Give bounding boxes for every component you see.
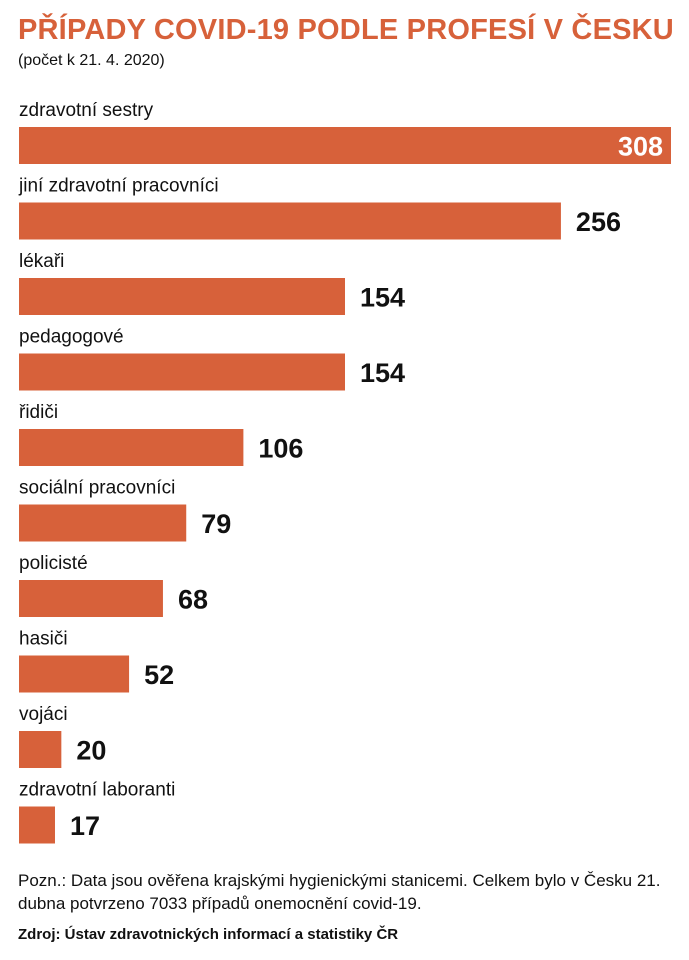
bar [19, 806, 55, 844]
bar [19, 655, 130, 693]
value-label: 154 [360, 283, 405, 313]
bar [19, 278, 345, 315]
bar-chart: zdravotní sestry 308 jiní zdravotní pracov… [18, 100, 671, 844]
value-label: 20 [76, 736, 106, 766]
category-label: sociální pracovníci [19, 478, 175, 499]
category-label: řidiči [19, 402, 58, 423]
bar [19, 202, 561, 240]
value-label: 17 [70, 811, 100, 841]
value-label: 308 [618, 132, 663, 162]
value-label: 106 [258, 434, 303, 464]
category-label: zdravotní laboranti [19, 780, 175, 801]
bar [19, 127, 671, 164]
value-label: 256 [576, 207, 621, 237]
bar [19, 429, 244, 466]
category-label: policisté [19, 553, 88, 574]
value-label: 79 [201, 509, 231, 539]
bar [19, 504, 187, 542]
category-label: pedagogové [19, 327, 124, 348]
bar [19, 731, 62, 768]
bar [19, 353, 345, 391]
category-label: jiní zdravotní pracovníci [18, 176, 219, 197]
value-label: 68 [178, 585, 208, 615]
category-label: vojáci [19, 704, 68, 725]
value-label: 154 [360, 358, 405, 388]
category-label: hasiči [19, 629, 68, 650]
category-label: lékaři [19, 251, 64, 272]
chart-subtitle: (počet k 21. 4. 2020) [18, 52, 165, 69]
chart-source: Zdroj: Ústav zdravotnických informací a … [18, 926, 399, 943]
chart-title: PŘÍPADY COVID-19 PODLE PROFESÍ V ČESKU [18, 14, 674, 46]
chart-note: Pozn.: Data jsou ověřena krajskými hygie… [18, 871, 661, 913]
bar [19, 580, 163, 617]
value-label: 52 [144, 660, 174, 690]
category-label: zdravotní sestry [19, 100, 154, 121]
